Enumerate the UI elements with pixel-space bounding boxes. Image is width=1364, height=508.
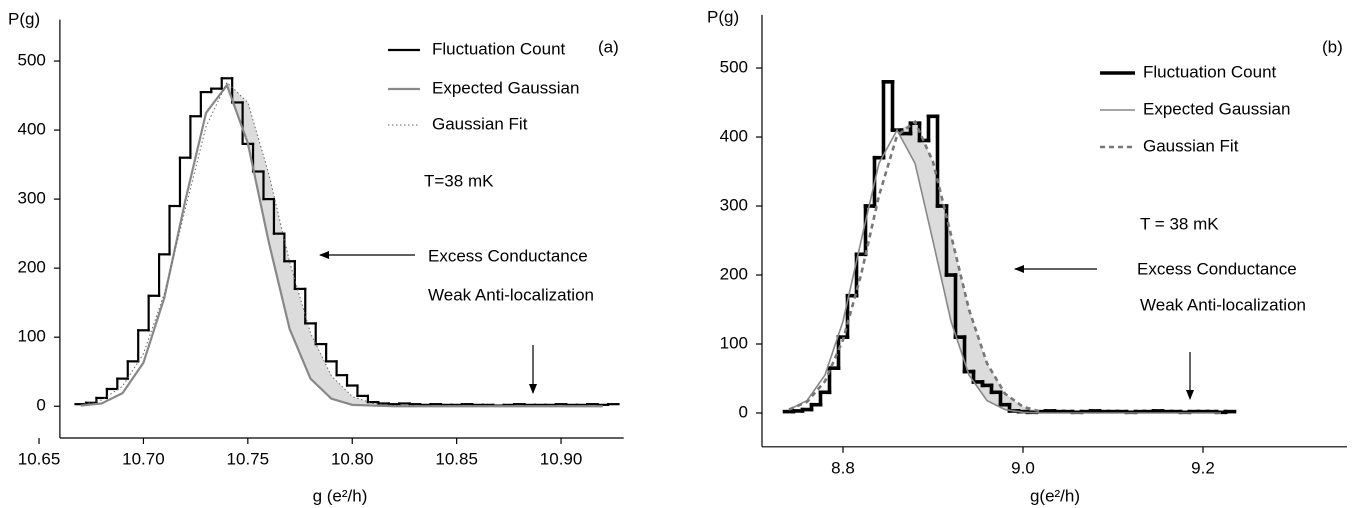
x-tick-label: 9.0 [1011, 458, 1035, 477]
y-tick-label: 0 [739, 402, 748, 421]
annotation: Weak Anti-localization [428, 285, 594, 304]
y-tick-label: 200 [18, 258, 46, 277]
y-axis-label: P(g) [8, 9, 40, 28]
series-step [782, 80, 1237, 415]
x-tick-label: 10.75 [227, 449, 270, 468]
y-tick-label: 500 [720, 58, 748, 77]
x-tick-label: 10.80 [331, 449, 374, 468]
curve [80, 81, 415, 407]
y-tick-label: 0 [36, 396, 45, 415]
annotation: Weak Anti-localization [1140, 295, 1306, 314]
legend-label: Gaussian Fit [1143, 136, 1239, 155]
legend-label: Fluctuation Count [432, 39, 566, 58]
annotation: Excess Conductance [428, 246, 588, 265]
x-tick-label: 10.70 [122, 449, 165, 468]
x-tick-label: 8.8 [831, 458, 855, 477]
y-tick-label: 400 [18, 120, 46, 139]
annotation: T = 38 mK [1140, 214, 1219, 233]
y-tick-label: 200 [720, 264, 748, 283]
y-tick-label: 500 [18, 51, 46, 70]
excess-area [226, 82, 415, 407]
legend-label: Expected Gaussian [1143, 99, 1290, 118]
y-tick-label: 100 [18, 327, 46, 346]
series-step [74, 77, 620, 407]
panel-label: (b) [1322, 37, 1343, 56]
x-axis-label: g(e²/h) [1030, 486, 1080, 505]
curve [788, 119, 1042, 413]
x-tick-label: 10.85 [435, 449, 478, 468]
legend-label: Gaussian Fit [432, 114, 528, 133]
series-dashed [788, 119, 1042, 413]
series-dotted [80, 81, 415, 407]
x-axis-label: g (e²/h) [313, 486, 368, 505]
legend-label: Expected Gaussian [432, 78, 579, 97]
excess-area [897, 121, 1041, 413]
x-tick-label: 10.65 [18, 449, 61, 468]
x-tick-label: 9.2 [1191, 458, 1215, 477]
y-tick-label: 400 [720, 127, 748, 146]
y-tick-label: 100 [720, 333, 748, 352]
annotation: Excess Conductance [1137, 259, 1297, 278]
y-tick-label: 300 [18, 189, 46, 208]
y-axis-label: P(g) [707, 7, 739, 26]
series-solid [788, 128, 1221, 414]
panel-label: (a) [598, 37, 619, 56]
y-tick-label: 300 [720, 195, 748, 214]
annotation: T=38 mK [424, 171, 494, 190]
curve [788, 128, 1221, 414]
x-tick-label: 10.90 [540, 449, 583, 468]
legend-label: Fluctuation Count [1143, 62, 1277, 81]
